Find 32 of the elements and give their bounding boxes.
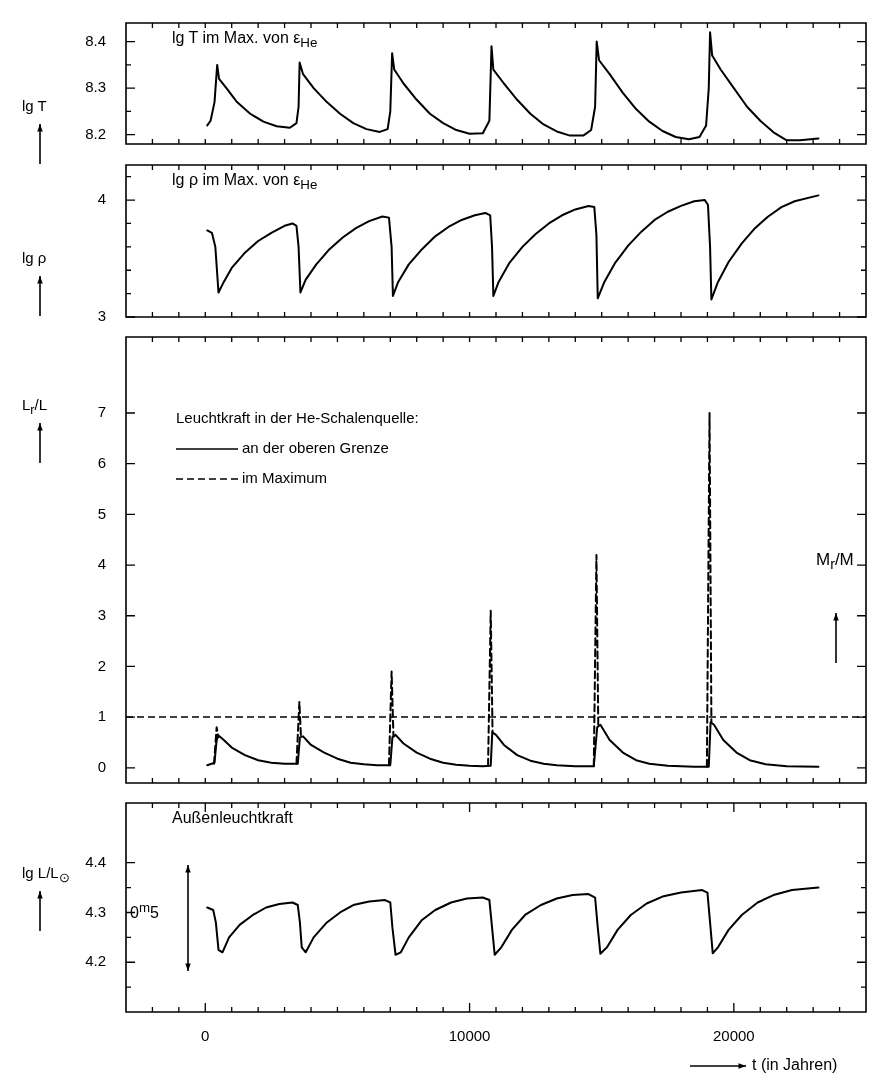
y-tick-label: 7	[97, 403, 106, 421]
y-tick-label: 4.3	[85, 902, 106, 920]
x-tick-label: 20000	[713, 1027, 755, 1045]
y-tick-label: 6	[97, 453, 106, 471]
x-tick-label: 0	[201, 1027, 210, 1045]
y-tick-label: 0	[97, 757, 106, 775]
x-axis-title: t (in Jahren)	[752, 1056, 838, 1074]
y-tick-label: 3	[97, 605, 106, 623]
text: lg ρ im Max. von ε$_{He}$	[172, 171, 318, 193]
y-tick-label: 8.3	[85, 78, 106, 96]
y-tick-label: 5	[97, 504, 106, 522]
y-tick-label: 3	[97, 307, 106, 325]
text: lg T im Max. von ε$_{He}$	[172, 29, 318, 51]
y-axis-title: L$_{r}$/L	[22, 396, 48, 418]
y-tick-label: 4.4	[85, 852, 106, 870]
y2-axis-title: M$_{r}$/M	[816, 550, 854, 573]
y-tick-label: 8.4	[85, 31, 106, 49]
chart-title: Außenleuchtkraft	[172, 809, 293, 827]
y-axis-title: lg T	[22, 97, 47, 115]
x-tick-label: 10000	[448, 1027, 491, 1045]
legend-label: im Maximum	[242, 469, 327, 487]
y-tick-label: 1	[97, 707, 106, 725]
y-axis-title: lg ρ	[22, 249, 47, 267]
legend-title: Leuchtkraft in der He-Schalenquelle:	[176, 409, 419, 427]
y-axis-title: lg L/L$_{⊙}$	[22, 864, 70, 886]
y-tick-label: 4	[97, 555, 106, 573]
y-tick-label: 2	[97, 656, 106, 674]
legend-label: an der oberen Grenze	[242, 439, 389, 457]
y-tick-label: 8.2	[85, 124, 106, 142]
annotation: 0$^{m}$5	[130, 900, 159, 922]
y-tick-label: 4	[97, 190, 106, 208]
y-tick-label: 4.2	[85, 952, 106, 970]
